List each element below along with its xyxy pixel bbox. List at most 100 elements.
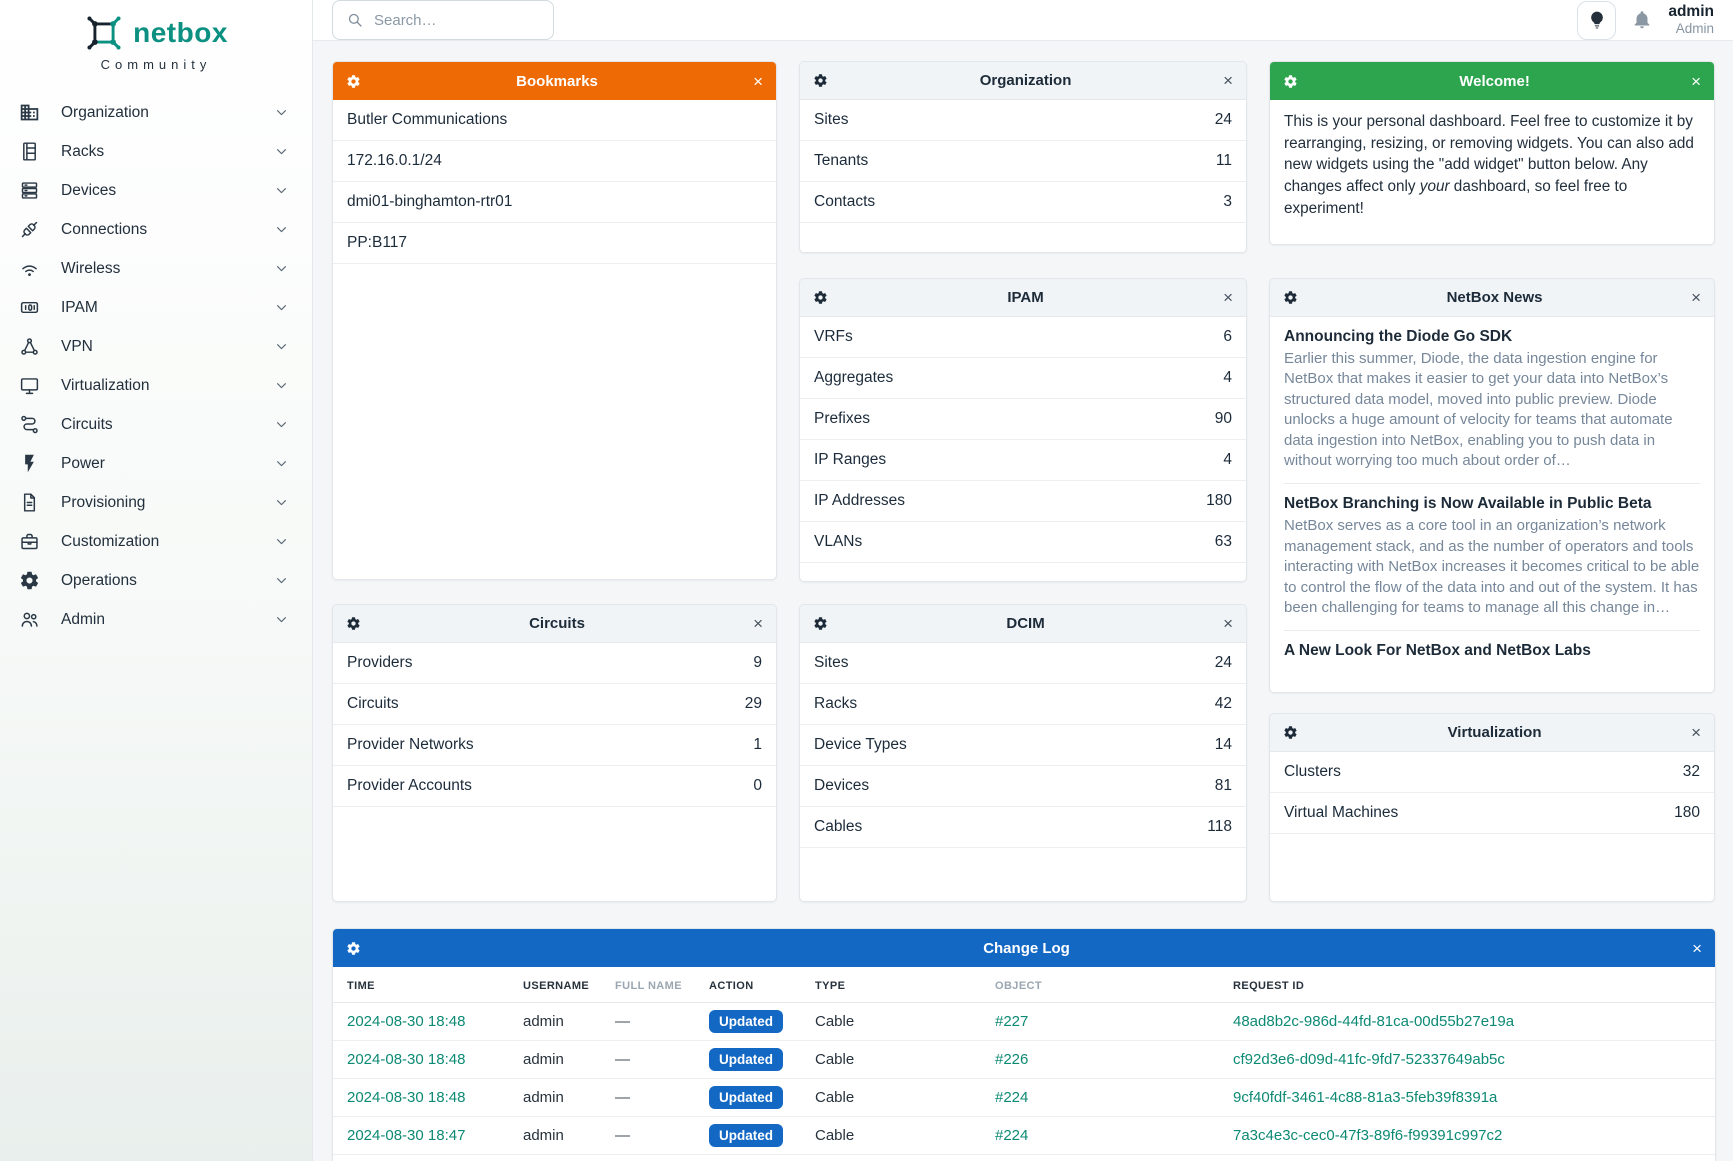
close-icon[interactable]: × (1692, 938, 1702, 958)
changelog-request-id-link[interactable]: 48ad8b2c-986d-44fd-81ca-00d55b27e19a (1233, 1013, 1515, 1030)
widget-config-icon[interactable] (813, 616, 828, 631)
sidebar-item[interactable]: Organization (0, 93, 312, 132)
stat-row[interactable]: Racks 42 (800, 684, 1246, 725)
stat-row[interactable]: VRFs 6 (800, 317, 1246, 358)
widget-circuits: Circuits × Providers 9 Circuits 29 Provi… (332, 604, 777, 902)
widget-config-icon[interactable] (1283, 290, 1298, 305)
bookmark-item[interactable]: PP:B117 (333, 223, 776, 264)
changelog-username: admin (523, 1127, 564, 1144)
changelog-request-id-link[interactable]: 7a3c4e3c-cec0-47f3-89f6-f99391c997c2 (1233, 1127, 1503, 1144)
stat-row[interactable]: IP Addresses 180 (800, 481, 1246, 522)
widget-config-icon[interactable] (813, 73, 828, 88)
sidebar-item[interactable]: IPAM (0, 288, 312, 327)
power-icon (19, 453, 40, 474)
changelog-time-link[interactable]: 2024-08-30 18:48 (347, 1051, 466, 1068)
changelog-object-link[interactable]: #224 (995, 1089, 1029, 1106)
stat-row[interactable]: Device Types 14 (800, 725, 1246, 766)
stat-row[interactable]: Circuits 29 (333, 684, 776, 725)
netbox-logo[interactable]: netbox (0, 0, 312, 53)
close-icon[interactable]: × (1223, 288, 1233, 307)
search-icon (346, 11, 364, 29)
notifications-button[interactable] (1631, 9, 1653, 31)
sidebar-item[interactable]: Virtualization (0, 366, 312, 405)
stat-row[interactable]: Prefixes 90 (800, 399, 1246, 440)
changelog-time-link[interactable]: 2024-08-30 18:48 (347, 1013, 466, 1030)
bookmark-item[interactable]: Butler Communications (333, 100, 776, 141)
sidebar-item[interactable]: Wireless (0, 249, 312, 288)
stat-row[interactable]: Provider Networks 1 (333, 725, 776, 766)
stat-row[interactable]: Clusters 32 (1270, 752, 1714, 793)
changelog-time-link[interactable]: 2024-08-30 18:47 (347, 1127, 466, 1144)
widget-config-icon[interactable] (346, 616, 361, 631)
stat-value: 63 (1214, 533, 1232, 550)
widget-config-icon[interactable] (1283, 74, 1298, 89)
action-badge: Updated (709, 1086, 783, 1109)
changelog-username: admin (523, 1051, 564, 1068)
customization-icon (19, 531, 40, 552)
changelog-object-link[interactable]: #226 (995, 1051, 1029, 1068)
stat-row[interactable]: Sites 24 (800, 100, 1246, 141)
chevron-down-icon (273, 533, 290, 550)
widget-config-icon[interactable] (1283, 725, 1298, 740)
widget-config-icon[interactable] (813, 290, 828, 305)
changelog-row: 2024-08-30 18:48 admin — Updated Cable #… (333, 1078, 1715, 1117)
changelog-request-id-link[interactable]: cf92d3e6-d09d-41fc-9fd7-52337649ab5c (1233, 1051, 1505, 1068)
close-icon[interactable]: × (753, 614, 763, 633)
stat-label: Racks (814, 695, 858, 712)
close-icon[interactable]: × (1691, 71, 1701, 91)
close-icon[interactable]: × (753, 71, 763, 91)
stat-row[interactable]: Aggregates 4 (800, 358, 1246, 399)
close-icon[interactable]: × (1223, 614, 1233, 633)
stat-row[interactable]: Providers 9 (333, 643, 776, 684)
stat-row[interactable]: Devices 81 (800, 766, 1246, 807)
changelog-object-link[interactable]: #227 (995, 1013, 1029, 1030)
sidebar-item[interactable]: Admin (0, 600, 312, 639)
sidebar-item[interactable]: Connections (0, 210, 312, 249)
stat-row[interactable]: VLANs 63 (800, 522, 1246, 563)
sidebar-item[interactable]: Provisioning (0, 483, 312, 522)
bookmark-item[interactable]: dmi01-binghamton-rtr01 (333, 182, 776, 223)
stat-row[interactable]: Tenants 11 (800, 141, 1246, 182)
changelog-fullname: — (615, 1051, 630, 1068)
changelog-row: 2024-08-30 18:48 admin — Updated Cable #… (333, 1040, 1715, 1079)
close-icon[interactable]: × (1223, 71, 1233, 90)
stat-value: 4 (1223, 451, 1232, 468)
theme-toggle-button[interactable] (1577, 0, 1617, 40)
sidebar-item[interactable]: Racks (0, 132, 312, 171)
changelog-column-header: FULL NAME (601, 967, 695, 1003)
widget-config-icon[interactable] (346, 941, 361, 956)
user-menu[interactable]: admin Admin (1668, 2, 1714, 38)
sidebar-item[interactable]: VPN (0, 327, 312, 366)
changelog-object-link[interactable]: #224 (995, 1127, 1029, 1144)
search-input[interactable] (374, 11, 540, 29)
sidebar-item[interactable]: Devices (0, 171, 312, 210)
sidebar-item[interactable]: Power (0, 444, 312, 483)
news-article-title[interactable]: Announcing the Diode Go SDK (1284, 328, 1513, 345)
stat-row[interactable]: Contacts 3 (800, 182, 1246, 223)
sidebar-item[interactable]: Operations (0, 561, 312, 600)
stat-row[interactable]: Cables 118 (800, 807, 1246, 848)
chevron-down-icon (273, 299, 290, 316)
news-article-title[interactable]: NetBox Branching is Now Available in Pub… (1284, 495, 1652, 513)
action-badge: Updated (709, 1048, 783, 1071)
stat-row[interactable]: IP Ranges 4 (800, 440, 1246, 481)
changelog-request-id-link[interactable]: 9cf40fdf-3461-4c88-81a3-5feb39f8391a (1233, 1089, 1498, 1106)
stat-row[interactable]: Provider Accounts 0 (333, 766, 776, 807)
news-article-title[interactable]: A New Look For NetBox and NetBox Labs (1284, 642, 1591, 660)
stat-value: 11 (1215, 152, 1232, 169)
brand-name: netbox (133, 17, 228, 48)
bookmark-item[interactable]: 172.16.0.1/24 (333, 141, 776, 182)
stat-row[interactable]: Sites 24 (800, 643, 1246, 684)
sidebar-item[interactable]: Customization (0, 522, 312, 561)
widget-config-icon[interactable] (346, 74, 361, 89)
news-article: Announcing the Diode Go SDK Earlier this… (1284, 317, 1700, 485)
stat-row[interactable]: Virtual Machines 180 (1270, 793, 1714, 834)
stat-value: 0 (753, 777, 762, 794)
close-icon[interactable]: × (1691, 723, 1701, 742)
changelog-column-header: USERNAME (509, 967, 601, 1003)
chevron-down-icon (273, 338, 290, 355)
close-icon[interactable]: × (1691, 288, 1701, 307)
changelog-time-link[interactable]: 2024-08-30 18:48 (347, 1089, 466, 1106)
sidebar-item[interactable]: Circuits (0, 405, 312, 444)
